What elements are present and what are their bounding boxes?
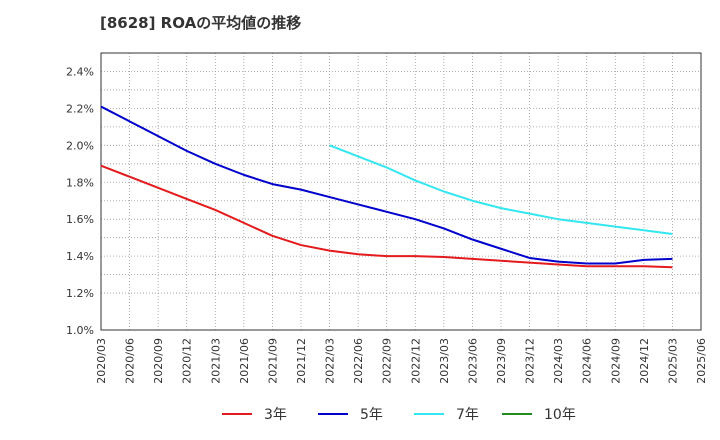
series-line [329,144,673,235]
y-tick-label: 1.8% [66,176,94,189]
x-tick-label: 2020/03 [95,338,108,384]
x-tick-label: 2021/09 [266,338,279,384]
grid-lines [101,52,701,330]
x-tick-label: 2021/06 [238,338,251,384]
x-tick-label: 2024/09 [609,338,622,384]
legend-label: 7年 [456,407,479,423]
y-axis: 1.0% 1.2% 1.4% 1.6% 1.8% 2.0% 2.2% 2.4% [66,65,94,337]
x-tick-label: 2024/12 [638,338,651,384]
x-tick-label: 2025/06 [695,338,708,384]
x-tick-label: 2023/09 [495,338,508,384]
x-tick-label: 2020/06 [124,338,137,384]
legend: 3年 5年 7年 10年 [222,407,576,423]
y-tick-label: 1.0% [66,324,94,337]
y-tick-label: 1.4% [66,250,94,263]
x-tick-label: 2023/12 [524,338,537,384]
x-tick-label: 2020/12 [181,338,194,384]
y-tick-label: 1.6% [66,213,94,226]
legend-label: 10年 [544,407,576,423]
x-tick-label: 2022/12 [409,338,422,384]
x-tick-label: 2022/09 [381,338,394,384]
x-axis: 2020/03 2020/06 2020/09 2020/12 2021/03 2021/… [95,338,708,384]
x-tick-label: 2023/06 [466,338,479,384]
series-line [100,164,673,269]
x-tick-label: 2021/12 [295,338,308,384]
plot-area [100,52,702,331]
x-tick-label: 2025/03 [666,338,679,384]
series-line [100,105,673,265]
x-tick-label: 2021/03 [209,338,222,384]
x-tick-label: 2023/03 [438,338,451,384]
series-lines [100,105,673,269]
legend-label: 3年 [264,407,287,423]
x-tick-label: 2022/06 [352,338,365,384]
y-tick-label: 2.2% [66,102,94,115]
legend-label: 5年 [360,407,383,423]
x-tick-label: 2024/03 [552,338,565,384]
y-tick-label: 1.2% [66,287,94,300]
y-tick-label: 2.0% [66,139,94,152]
y-tick-label: 2.4% [66,65,94,78]
x-tick-label: 2022/03 [324,338,337,384]
chart-title: [8628] ROAの平均値の推移 [100,14,301,32]
x-tick-label: 2024/06 [581,338,594,384]
x-tick-label: 2020/09 [152,338,165,384]
